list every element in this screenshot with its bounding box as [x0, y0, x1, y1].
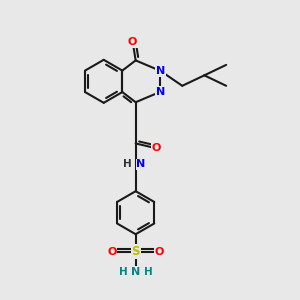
Text: N: N	[156, 87, 165, 97]
Text: N: N	[136, 159, 146, 169]
Text: H: H	[119, 267, 128, 277]
Text: N: N	[156, 66, 165, 76]
Text: O: O	[155, 247, 164, 256]
Text: O: O	[128, 37, 137, 47]
Text: O: O	[107, 247, 116, 256]
Text: O: O	[151, 143, 161, 153]
Text: H: H	[123, 159, 132, 169]
Text: H: H	[144, 267, 153, 277]
Text: S: S	[131, 245, 140, 258]
Text: N: N	[131, 267, 140, 277]
